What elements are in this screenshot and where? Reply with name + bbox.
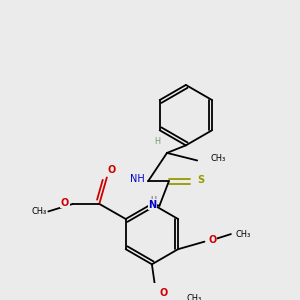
Text: methyl: methyl: [41, 212, 46, 213]
Text: CH₃: CH₃: [187, 294, 202, 300]
Text: CH₃: CH₃: [210, 154, 226, 163]
Text: N: N: [148, 200, 157, 210]
Text: O: O: [61, 198, 69, 208]
Text: O: O: [107, 165, 116, 175]
Text: CH₃: CH₃: [236, 230, 251, 238]
Text: H: H: [151, 196, 157, 205]
Text: O: O: [159, 288, 168, 298]
Text: O: O: [208, 235, 217, 245]
Text: CH₃: CH₃: [31, 207, 46, 216]
Text: H: H: [154, 137, 160, 146]
Text: S: S: [197, 175, 204, 185]
Text: NH: NH: [130, 174, 144, 184]
